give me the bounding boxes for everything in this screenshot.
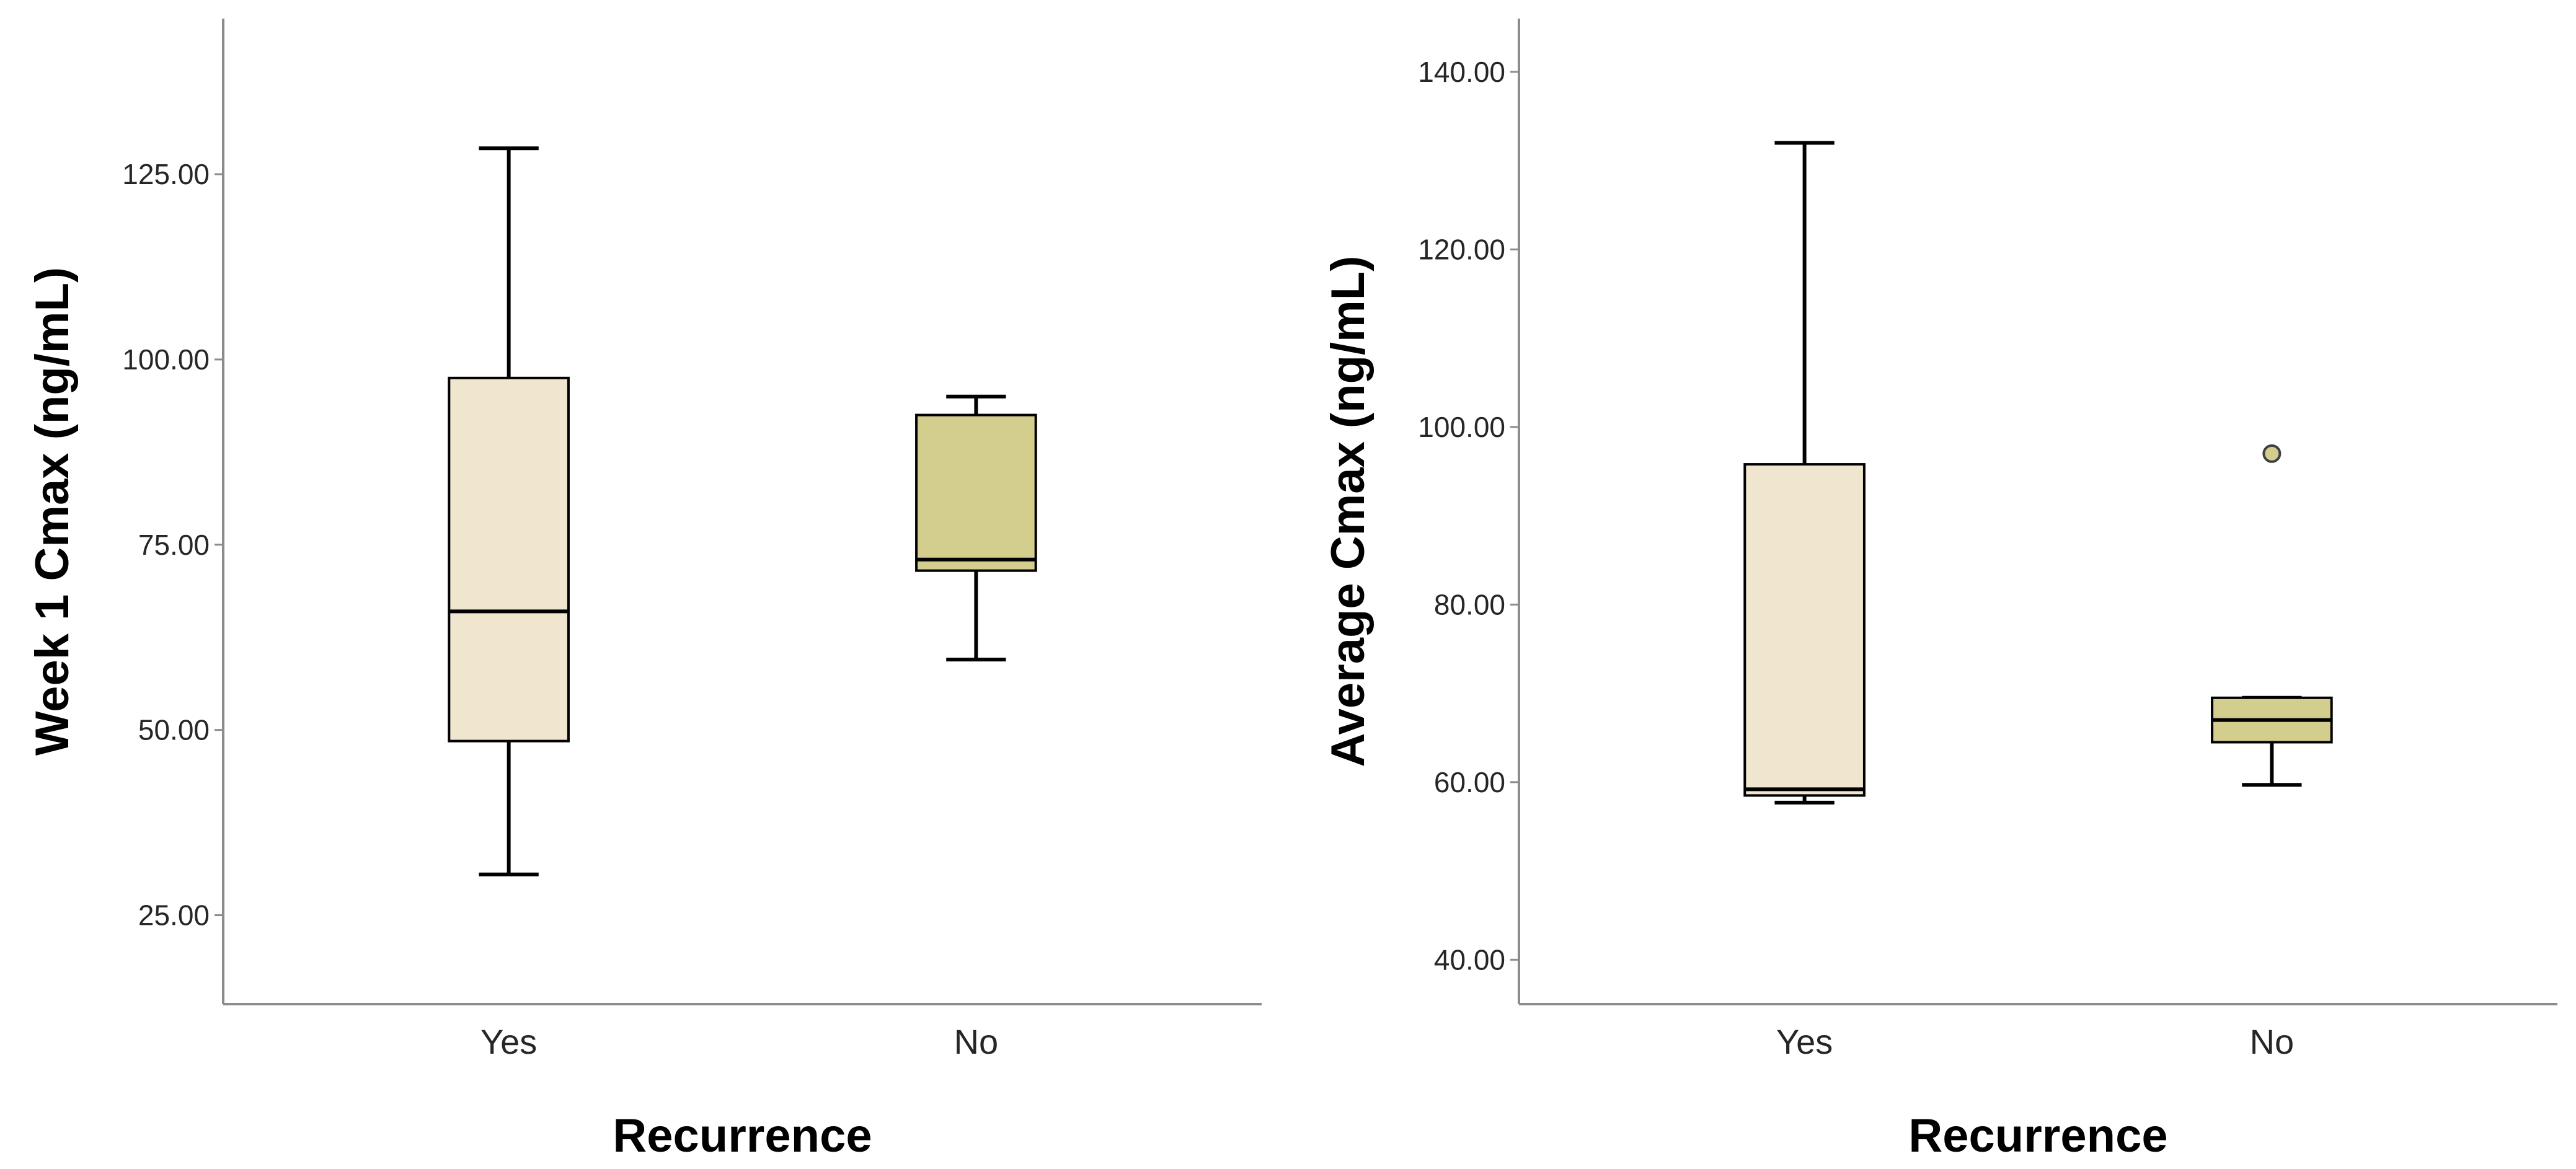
x-category-label: Yes [480,1022,537,1061]
outlier-point [2262,444,2282,463]
y-tick-label: 100.00 [122,343,210,376]
iqr-box [448,376,570,743]
box-no [915,394,1037,662]
y-tick-label: 50.00 [138,714,210,746]
box-yes [1743,141,1866,805]
y-tick-label: 125.00 [122,158,210,190]
y-tick-label: 75.00 [138,529,210,561]
y-tick-label: 140.00 [1418,56,1505,88]
x-category-label: Yes [1776,1022,1833,1061]
x-category-label: No [954,1022,999,1061]
box-yes [448,146,570,876]
y-axis-title: Average Cmax (ng/mL) [1322,256,1374,767]
chart-panel-week1-cmax: Week 1 Cmax (ng/mL) Recurrence 25.00 50.0… [26,19,1262,1162]
y-tick-label: 25.00 [138,899,210,932]
y-axis-title: Week 1 Cmax (ng/mL) [26,267,79,756]
y-tick-label: 60.00 [1434,766,1505,798]
chart-panel-average-cmax: Average Cmax (ng/mL) Recurrence 40.00 60.… [1322,19,2557,1162]
y-tick-label: 80.00 [1434,588,1505,620]
iqr-box [1743,463,1866,797]
y-tick-label: 40.00 [1434,943,1505,976]
y-tick-label: 120.00 [1418,233,1505,265]
x-axis-title: Recurrence [613,1109,872,1162]
x-category-label: No [2250,1022,2295,1061]
y-tick-label: 100.00 [1418,411,1505,443]
iqr-box [915,413,1037,572]
x-axis-title: Recurrence [1908,1109,2167,1162]
box-no [2211,444,2333,787]
